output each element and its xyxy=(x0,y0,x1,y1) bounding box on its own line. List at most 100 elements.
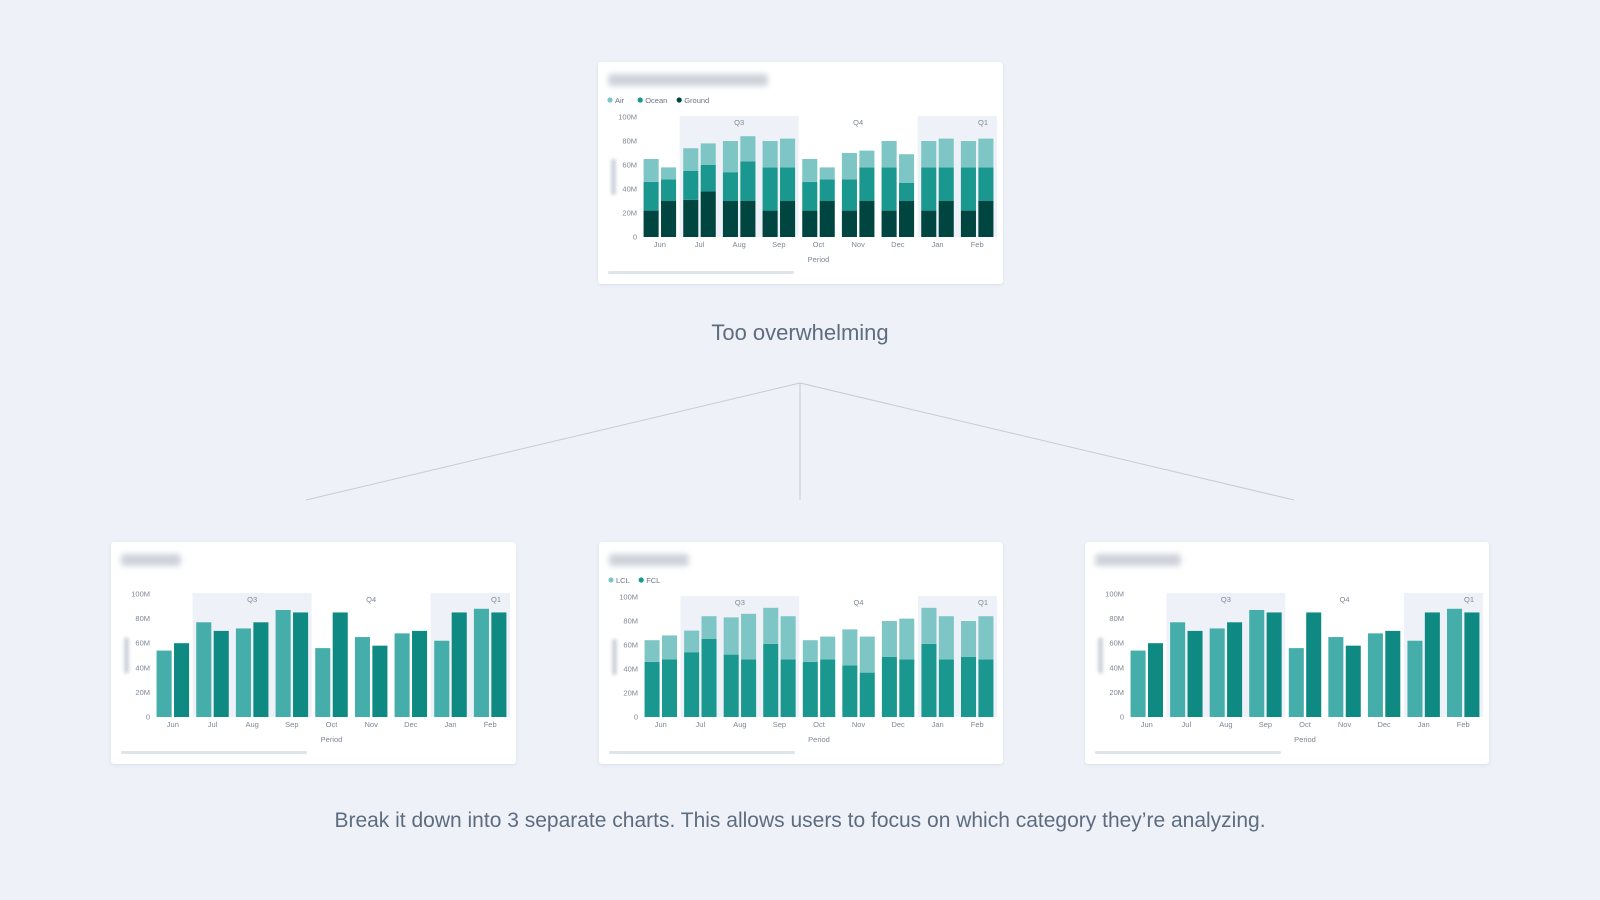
bar xyxy=(1288,648,1304,717)
bar-segment-ground xyxy=(762,210,778,237)
x-tick-label: Feb xyxy=(971,720,984,729)
bar xyxy=(451,612,467,717)
bar-segment-ground xyxy=(700,191,716,237)
quarter-label-q3: Q3 xyxy=(735,598,745,607)
bar-segment-lcl xyxy=(684,630,700,653)
bar-segment-fcl xyxy=(899,659,915,717)
connector-line-right xyxy=(799,382,1295,501)
quarter-label-q4: Q4 xyxy=(854,598,864,607)
bar-segment-fcl xyxy=(881,657,897,717)
quarter-label-q1: Q1 xyxy=(978,598,988,607)
bar xyxy=(1130,650,1146,717)
bar xyxy=(1209,628,1225,717)
bar-segment-ocean xyxy=(819,179,835,201)
y-tick-label: 40M xyxy=(622,185,637,194)
x-tick-label: Sep xyxy=(773,720,786,729)
y-axis-title-blurred xyxy=(1098,637,1103,674)
left-chart: Q3 Q4 Q1 0 20M 40M 60M 80M 100M Jun Jul Aug Sep Oct No… xyxy=(124,590,510,744)
bar-segment-lcl xyxy=(723,617,739,655)
caption-too-overwhelming: Too overwhelming xyxy=(711,320,889,345)
bar-segment-air xyxy=(780,138,796,168)
bar-segment-air xyxy=(841,153,857,180)
connector-line-left xyxy=(305,382,801,501)
bar-segment-lcl xyxy=(961,621,977,657)
bar-segment-air xyxy=(683,148,699,171)
bar-segment-fcl xyxy=(661,659,677,717)
bar-segment-lcl xyxy=(741,613,757,660)
legend-label-lcl: LCL xyxy=(616,576,630,585)
bar-segment-lcl xyxy=(661,635,677,660)
y-tick-label: 60M xyxy=(622,161,637,170)
x-tick-label: Oct xyxy=(813,240,826,249)
y-tick-label: 60M xyxy=(135,639,150,648)
bar-segment-ground xyxy=(978,201,994,237)
bar-segment-ground xyxy=(859,201,875,237)
x-tick-label: Aug xyxy=(1219,720,1232,729)
legend-marker-air xyxy=(607,97,613,103)
bar-segment-lcl xyxy=(820,636,836,660)
bar xyxy=(196,622,212,717)
legend-marker-lcl xyxy=(608,577,614,583)
bar-segment-fcl xyxy=(961,657,977,717)
bar xyxy=(412,630,428,717)
bar-segment-lcl xyxy=(921,607,937,644)
x-tick-label: Dec xyxy=(891,720,905,729)
left-chart-title-blurred xyxy=(121,554,181,566)
y-tick-label: 80M xyxy=(623,617,638,626)
bar-segment-ocean xyxy=(683,171,699,200)
bar-segment-ocean xyxy=(722,172,738,201)
bar-segment-fcl xyxy=(842,665,858,717)
caption-break-down: Break it down into 3 separate charts. Th… xyxy=(334,809,1266,832)
y-tick-label: 0 xyxy=(1120,713,1124,722)
bar-segment-ocean xyxy=(740,161,756,201)
x-tick-label: Jul xyxy=(695,240,705,249)
y-tick-label: 0 xyxy=(634,713,638,722)
bar-segment-ground xyxy=(683,199,699,237)
bar-segment-ground xyxy=(722,201,738,237)
x-tick-label: Feb xyxy=(484,720,497,729)
bar-segment-air xyxy=(802,159,818,182)
right-chart-scrollbar[interactable] xyxy=(1095,751,1281,754)
x-tick-label: Jun xyxy=(655,720,667,729)
y-tick-label: 80M xyxy=(622,137,637,146)
bar xyxy=(315,648,331,717)
legend-label-ocean: Ocean xyxy=(645,96,667,105)
x-axis-title: Period xyxy=(321,735,343,744)
bar-segment-ocean xyxy=(780,167,796,201)
bar-segment-air xyxy=(643,159,659,182)
x-tick-label: Jul xyxy=(1182,720,1192,729)
bar-segment-fcl xyxy=(859,672,875,717)
bar-segment-fcl xyxy=(741,659,757,717)
x-tick-label: Nov xyxy=(1338,720,1352,729)
bar-segment-lcl xyxy=(802,640,818,662)
y-tick-label: 20M xyxy=(135,688,150,697)
x-tick-label: Nov xyxy=(851,240,865,249)
x-tick-label: Jun xyxy=(167,720,179,729)
bar-segment-ground xyxy=(938,201,954,237)
bar xyxy=(491,612,507,717)
bar-segment-ocean xyxy=(643,181,659,211)
bar-segment-fcl xyxy=(684,652,700,717)
bar xyxy=(293,612,309,717)
bar xyxy=(1407,640,1423,717)
bar-segment-fcl xyxy=(701,639,717,717)
x-axis-title: Period xyxy=(1294,735,1316,744)
overview-chart-scrollbar[interactable] xyxy=(608,271,794,274)
bar-segment-lcl xyxy=(859,636,875,673)
left-chart-card: Q3 Q4 Q1 0 20M 40M 60M 80M 100M Jun Jul Aug Sep Oct No… xyxy=(111,542,516,764)
bar-segment-lcl xyxy=(938,616,954,660)
bar xyxy=(174,643,190,717)
bar-segment-lcl xyxy=(978,616,994,660)
bar-segment-ground xyxy=(802,210,818,237)
left-chart-scrollbar[interactable] xyxy=(121,751,307,754)
bar xyxy=(1147,643,1163,717)
overview-chart-card: Air Ocean Ground Q3 Q4 Q1 0 20M 40M 60M 80M 100M Jun… xyxy=(598,62,1003,284)
middle-chart-scrollbar[interactable] xyxy=(609,751,795,754)
bar-segment-air xyxy=(899,154,915,183)
middle-chart: LCL FCL Q3 Q4 Q1 0 20M 40M 60M 80M 100M Jun Jul Aug Se… xyxy=(608,576,997,744)
bar-segment-fcl xyxy=(820,659,836,717)
quarter-band-q3 xyxy=(679,116,799,237)
bar xyxy=(1345,645,1361,717)
x-tick-label: Jul xyxy=(696,720,706,729)
x-axis-title: Period xyxy=(808,735,830,744)
